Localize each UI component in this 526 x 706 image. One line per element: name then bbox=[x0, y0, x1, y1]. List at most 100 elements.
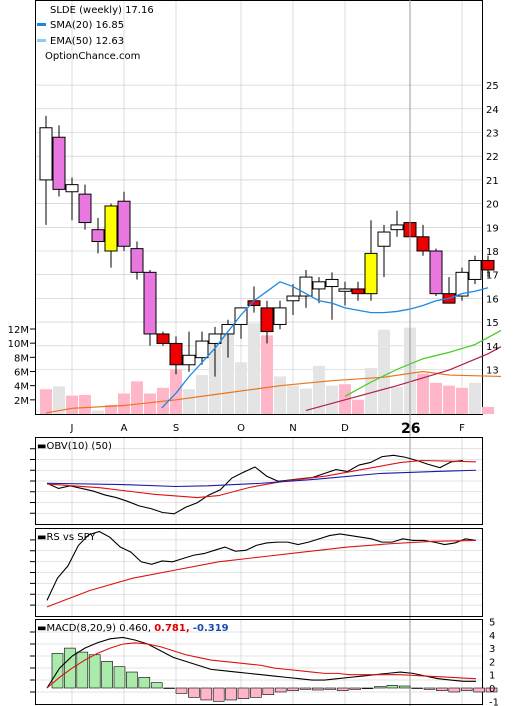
candle-body bbox=[377, 231, 391, 247]
macd-hist-bar bbox=[126, 671, 138, 689]
macd-hist-bar bbox=[349, 687, 361, 690]
macd-hist-value: -0.319 bbox=[193, 623, 229, 634]
macd-hist-bar bbox=[485, 687, 498, 693]
price-tick-label: 14 bbox=[486, 342, 499, 353]
rs-grid bbox=[30, 529, 482, 616]
sma-line-path bbox=[161, 281, 489, 409]
volume-bar bbox=[183, 389, 195, 414]
candle-body bbox=[338, 288, 352, 292]
obv-series-line bbox=[46, 469, 477, 488]
volume-average-line bbox=[45, 370, 502, 414]
candle-body bbox=[143, 271, 157, 335]
macd-hist-bar bbox=[336, 687, 349, 691]
price-tick-label: 21 bbox=[486, 176, 499, 187]
price-tick-label: 19 bbox=[486, 223, 499, 234]
macd-line bbox=[46, 636, 476, 689]
candle-body bbox=[286, 295, 300, 302]
volume-bar bbox=[417, 373, 429, 414]
month-label: N bbox=[289, 423, 296, 434]
candle-body bbox=[325, 278, 339, 288]
macd-hist-bar bbox=[274, 687, 287, 693]
macd-hist-bar bbox=[436, 687, 448, 691]
volume-bar bbox=[170, 369, 182, 414]
candle-body bbox=[312, 281, 326, 290]
volume-axis: 2M 4M 6M 8M 10M 12M bbox=[8, 325, 36, 407]
macd-tick-label: 5 bbox=[489, 618, 495, 629]
macd-signal-line bbox=[46, 642, 477, 689]
candle-body bbox=[390, 224, 404, 231]
volume-bar bbox=[261, 335, 273, 414]
macd-hist-bar bbox=[423, 687, 436, 690]
candle-body bbox=[273, 307, 287, 325]
candle-body bbox=[481, 259, 495, 271]
month-label: J bbox=[70, 423, 74, 434]
month-label: A bbox=[121, 423, 128, 434]
candle-body bbox=[78, 193, 92, 224]
price-tick-label: 25 bbox=[486, 81, 499, 92]
obv-series-line bbox=[46, 459, 477, 499]
candle-body bbox=[104, 205, 118, 252]
candle-body bbox=[117, 200, 131, 247]
macd-hist-bar bbox=[200, 687, 213, 701]
chart-title: SLDE (weekly) 17.16 bbox=[50, 5, 154, 16]
macd-hist-bar bbox=[411, 687, 423, 689]
candle-body bbox=[416, 236, 430, 252]
candle-body bbox=[65, 184, 79, 193]
price-panel-frame bbox=[35, 0, 483, 415]
macd-hist-bar bbox=[88, 654, 101, 689]
sma-legend-swatch bbox=[37, 23, 46, 26]
rs-legend-label: ▬RS vs SPY bbox=[37, 532, 96, 543]
volume-bar bbox=[66, 395, 78, 414]
volume-bar bbox=[443, 385, 455, 414]
month-label: D bbox=[341, 423, 349, 434]
volume-bar bbox=[144, 393, 156, 414]
macd-tick-label: 3 bbox=[489, 644, 495, 655]
sma-line bbox=[161, 281, 489, 409]
price-tick-label: 17 bbox=[486, 271, 499, 282]
month-label: F bbox=[459, 423, 465, 434]
volume-bar bbox=[430, 382, 442, 414]
macd-hist-bar bbox=[237, 687, 250, 699]
candle-body bbox=[156, 333, 170, 344]
macd-hist-bar bbox=[287, 687, 299, 691]
macd-tick-label: 1 bbox=[489, 671, 495, 682]
ema-legend-label: EMA(50) 12.63 bbox=[50, 36, 124, 47]
price-tick-label: 18 bbox=[486, 247, 499, 258]
macd-axis: -1 0 1 2 3 4 5 bbox=[489, 618, 499, 706]
volume-bar bbox=[40, 389, 52, 414]
obv-panel: ▬OBV(10) (50) bbox=[30, 437, 483, 525]
macd-value: 0.460, bbox=[119, 623, 151, 634]
macd-hist-bar bbox=[113, 666, 126, 689]
volume-bar bbox=[105, 404, 117, 414]
volume-bar bbox=[313, 365, 325, 414]
volume-bar bbox=[300, 388, 312, 414]
candle-body bbox=[130, 248, 144, 273]
macd-tick-label: -1 bbox=[489, 697, 499, 706]
volume-tick-label: 4M bbox=[14, 382, 29, 393]
candles bbox=[39, 115, 495, 377]
macd-hist-bar bbox=[250, 687, 262, 698]
macd-hist-bar bbox=[76, 651, 89, 689]
macd-hist-bar bbox=[225, 687, 237, 701]
volume-bar bbox=[196, 375, 208, 414]
volume-bar bbox=[482, 406, 494, 414]
candle-body bbox=[39, 127, 53, 181]
volume-bar bbox=[235, 362, 247, 414]
volume-bar bbox=[378, 329, 390, 414]
macd-hist-bar bbox=[212, 687, 225, 702]
volume-bar bbox=[339, 384, 351, 414]
macd-tick-label: 0 bbox=[489, 684, 495, 695]
candle-body bbox=[364, 252, 378, 295]
price-grid bbox=[36, 1, 482, 414]
volume-bar bbox=[118, 393, 130, 414]
volume-bar bbox=[92, 410, 104, 414]
macd-hist-bar bbox=[150, 682, 163, 689]
price-tick-label: 15 bbox=[486, 318, 499, 329]
macd-hist-bar bbox=[299, 687, 312, 690]
macd-tick-label: 4 bbox=[489, 631, 495, 642]
macd-panel: -1 0 1 2 3 4 5 ▬MACD(8,20,9) 0.460, 0.781, -0.… bbox=[30, 618, 499, 706]
macd-hist-bar bbox=[138, 677, 151, 689]
macd-hist-bar bbox=[386, 685, 399, 689]
